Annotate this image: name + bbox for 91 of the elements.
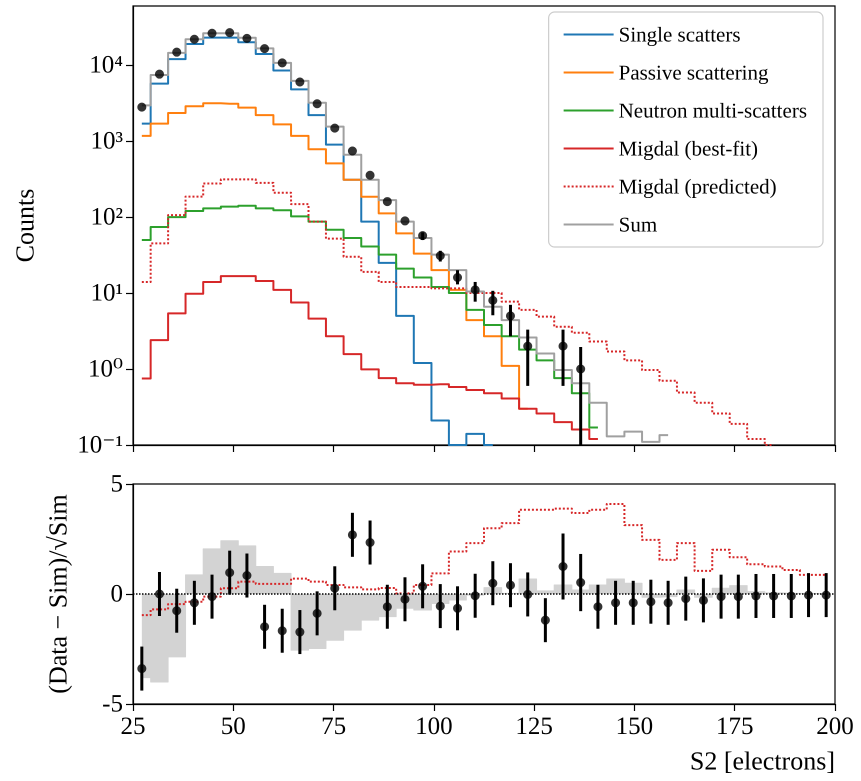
point	[488, 578, 498, 588]
point	[382, 602, 392, 612]
point	[769, 591, 778, 600]
point	[418, 231, 428, 240]
point	[523, 342, 532, 351]
point	[646, 597, 656, 606]
point	[137, 664, 146, 674]
y-tick-label: -5	[102, 690, 123, 718]
point	[400, 594, 410, 604]
y-tick-label: 10¹	[90, 280, 123, 307]
point	[278, 626, 287, 636]
legend-label: Migdal (best-fit)	[618, 136, 758, 160]
point	[558, 342, 568, 351]
y-axis-title: Counts	[10, 188, 40, 262]
y-tick-label: 10⁴	[89, 52, 124, 79]
point	[190, 34, 199, 44]
point	[400, 216, 410, 226]
point	[172, 48, 182, 57]
point	[681, 594, 690, 604]
point	[822, 590, 831, 600]
point	[312, 608, 322, 618]
point	[716, 592, 726, 602]
point	[260, 622, 270, 632]
legend-label: Sum	[618, 212, 658, 236]
point	[628, 598, 638, 608]
point	[488, 296, 498, 305]
point	[330, 124, 340, 133]
point	[418, 582, 428, 591]
point	[523, 590, 532, 599]
y-tick-label: 10³	[90, 128, 124, 155]
x-tick-label: 175	[716, 713, 754, 740]
point	[593, 602, 602, 612]
x-axis-title: S2 [electrons]	[690, 746, 835, 776]
point	[366, 170, 375, 180]
legend-label: Migdal (predicted)	[618, 174, 777, 198]
point	[470, 591, 480, 600]
point	[804, 590, 814, 600]
point	[154, 590, 164, 598]
point	[436, 602, 445, 611]
x-tick-label: 50	[220, 713, 246, 740]
point	[154, 70, 164, 79]
point	[382, 197, 392, 206]
legend-label: Neutron multi-scatters	[618, 98, 808, 122]
point	[786, 591, 796, 600]
point	[611, 598, 620, 608]
x-tick-label: 100	[415, 713, 453, 740]
point	[348, 530, 357, 540]
point	[698, 596, 708, 605]
point	[751, 591, 760, 600]
y-tick-label: 0	[110, 580, 123, 608]
point	[295, 628, 304, 637]
point	[208, 28, 217, 38]
y-tick-label: 10⁰	[88, 356, 123, 383]
point	[366, 538, 375, 548]
point	[558, 562, 568, 571]
point	[664, 598, 673, 608]
legend-label: Passive scattering	[618, 60, 770, 84]
point	[172, 606, 182, 616]
y-tick-label: 5	[110, 470, 123, 498]
x-tick-label: 75	[321, 713, 346, 740]
point	[278, 58, 287, 68]
legend-label: Single scatters	[618, 22, 741, 46]
point	[225, 28, 234, 38]
point	[576, 578, 586, 588]
y-axis-title: (Data − Sim)/√Sim	[44, 494, 72, 694]
point	[242, 571, 252, 580]
point	[295, 77, 304, 86]
point	[453, 273, 462, 282]
point	[734, 592, 743, 602]
y-tick-label: 10⁻¹	[77, 432, 123, 458]
point	[540, 616, 550, 625]
point	[506, 580, 515, 590]
point	[436, 251, 445, 260]
point	[506, 311, 515, 320]
point	[470, 285, 480, 294]
x-tick-label: 200	[816, 713, 854, 740]
point	[330, 584, 340, 593]
point	[260, 44, 270, 54]
point	[576, 364, 586, 374]
x-tick-label: 150	[616, 713, 654, 740]
point	[453, 604, 462, 613]
x-tick-label: 25	[120, 713, 146, 740]
x-tick-label: 125	[515, 713, 553, 740]
point	[312, 99, 322, 108]
point	[137, 102, 146, 112]
point	[348, 146, 357, 156]
point	[225, 568, 234, 578]
point	[208, 592, 217, 602]
y-tick-label: 10²	[90, 204, 123, 231]
point	[190, 598, 199, 608]
point	[242, 34, 252, 43]
